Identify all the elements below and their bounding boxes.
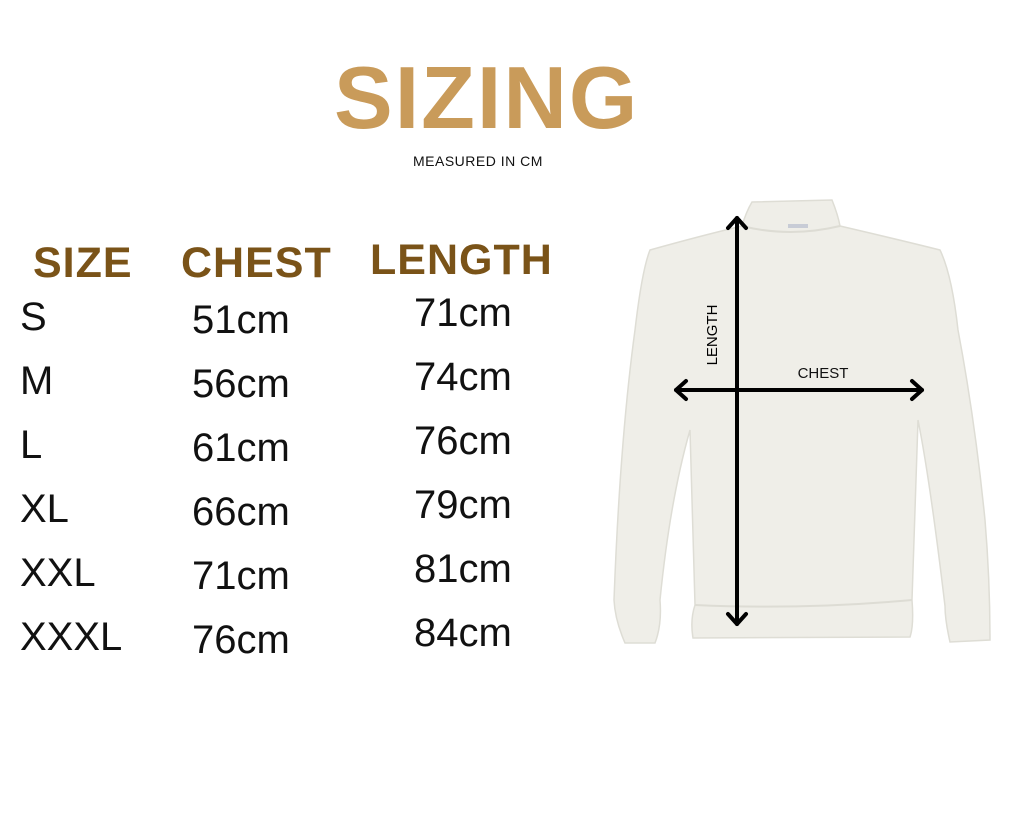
cell-chest: 66cm [192,490,290,534]
cell-size: S [20,295,47,339]
cell-length: 74cm [414,355,512,399]
cell-length: 84cm [414,611,512,655]
header-length: LENGTH [370,236,553,284]
cell-size: XXL [20,551,96,595]
cell-chest: 71cm [192,554,290,598]
cell-chest: 76cm [192,618,290,662]
chest-label: CHEST [798,365,849,382]
page-title: SIZING [334,48,640,147]
cell-chest: 61cm [192,426,290,470]
header-chest: CHEST [181,239,332,287]
cell-length: 79cm [414,483,512,527]
units-subtitle: MEASURED IN CM [413,153,543,169]
length-label: LENGTH [704,305,721,366]
cell-size: XXXL [20,615,123,659]
cell-length: 71cm [414,291,512,335]
cell-length: 76cm [414,419,512,463]
cell-size: M [20,359,54,403]
cell-size: L [20,423,43,467]
length-arrow [726,216,748,626]
header-size: SIZE [33,239,133,287]
sweatshirt-image [613,199,991,644]
cell-size: XL [20,487,69,531]
cell-chest: 51cm [192,298,290,342]
chest-arrow [674,379,924,401]
cell-length: 81cm [414,547,512,591]
cell-chest: 56cm [192,362,290,406]
